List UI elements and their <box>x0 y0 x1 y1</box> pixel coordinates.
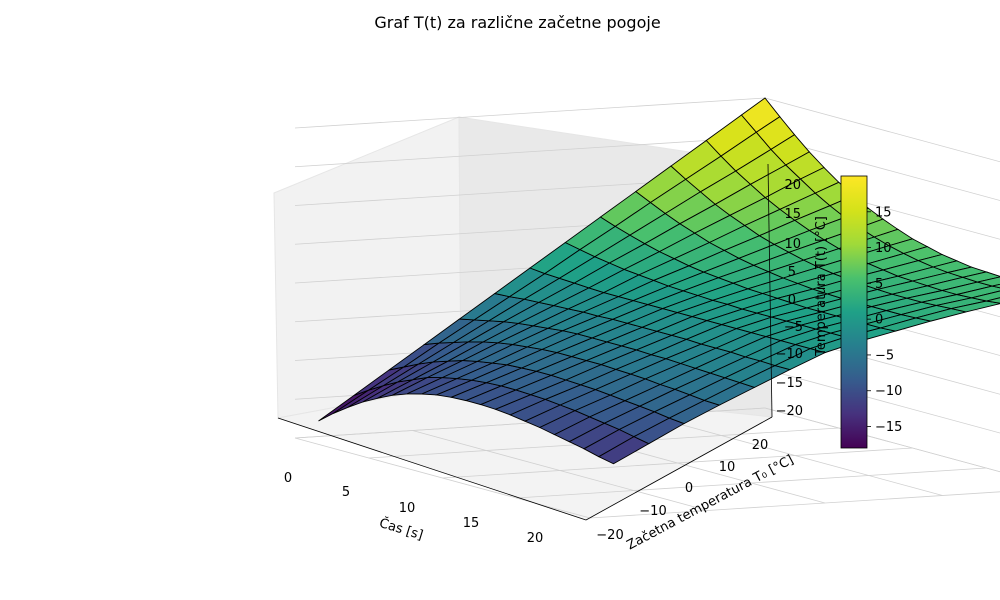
x-axis-label: Čas [s] <box>377 515 425 543</box>
z-tick-label: −5 <box>784 320 803 335</box>
surface-patch <box>992 283 1000 289</box>
z-tick-label: 15 <box>784 207 801 222</box>
surface-patch <box>971 290 1000 302</box>
y-grid-line <box>412 430 708 511</box>
surface-patch <box>986 297 1000 304</box>
x-tick-label: 0 <box>284 471 292 486</box>
x-tick-label: 15 <box>463 516 480 531</box>
colorbar-ticks: −15 −10 −5 0 5 10 15 <box>867 205 902 435</box>
colorbar-tick-label: 0 <box>875 313 883 328</box>
x-tick-label: 20 <box>527 531 544 546</box>
x-tick-label: 5 <box>342 485 350 500</box>
y-axis-line <box>585 416 773 521</box>
y-tick-label: 0 <box>685 481 693 496</box>
z-grid-line <box>294 136 766 168</box>
z-grid-line <box>294 97 766 129</box>
z-grid-line <box>764 136 1000 201</box>
z-axis-line <box>767 163 773 418</box>
colorbar: −15 −10 −5 0 5 10 15 <box>840 175 902 449</box>
y-tick-label: −10 <box>639 504 666 519</box>
z-tick-label: −15 <box>776 376 803 391</box>
surface-patch <box>977 276 1000 287</box>
x-tick-label: 10 <box>399 501 416 516</box>
surface-patch <box>956 285 1000 299</box>
colorbar-tick-label: −5 <box>875 348 894 363</box>
colorbar-tick-label: −15 <box>875 420 902 435</box>
y-tick-label: −20 <box>596 528 623 543</box>
surface-patch <box>961 271 1000 283</box>
z-grid-line <box>764 368 1000 434</box>
z-grid-line <box>764 97 1000 163</box>
axis-lines <box>277 163 773 521</box>
x-tick-labels: 0 5 10 15 20 <box>284 471 543 546</box>
z-tick-label: 10 <box>784 237 801 252</box>
colorbar-gradient <box>840 175 868 449</box>
z-tick-labels: −20 −15 −10 −5 0 5 10 15 20 <box>776 178 803 419</box>
y-tick-label: 20 <box>752 438 769 453</box>
colorbar-tick-label: 10 <box>875 241 892 256</box>
colorbar-tick-label: 5 <box>875 277 883 292</box>
z-tick-label: 20 <box>784 178 801 193</box>
y-tick-labels: −20 −10 0 10 20 <box>596 438 768 543</box>
colorbar-tick-label: −10 <box>875 384 902 399</box>
z-tick-label: −10 <box>776 347 803 362</box>
x-axis-line <box>277 417 587 521</box>
z-tick-label: 0 <box>788 293 796 308</box>
z-tick-label: 5 <box>788 265 796 280</box>
colorbar-tick-label: 15 <box>875 205 892 220</box>
y-tick-label: 10 <box>719 460 736 475</box>
chart-title: Graf T(t) za različne začetne pogoje <box>374 13 661 32</box>
z-tick-label: −20 <box>776 404 803 419</box>
z-axis-label: Temperatura T(t) [°C] <box>814 216 829 357</box>
surface-patch <box>951 300 1000 313</box>
y-grid-line <box>647 415 943 496</box>
z-grid-line <box>764 407 1000 473</box>
